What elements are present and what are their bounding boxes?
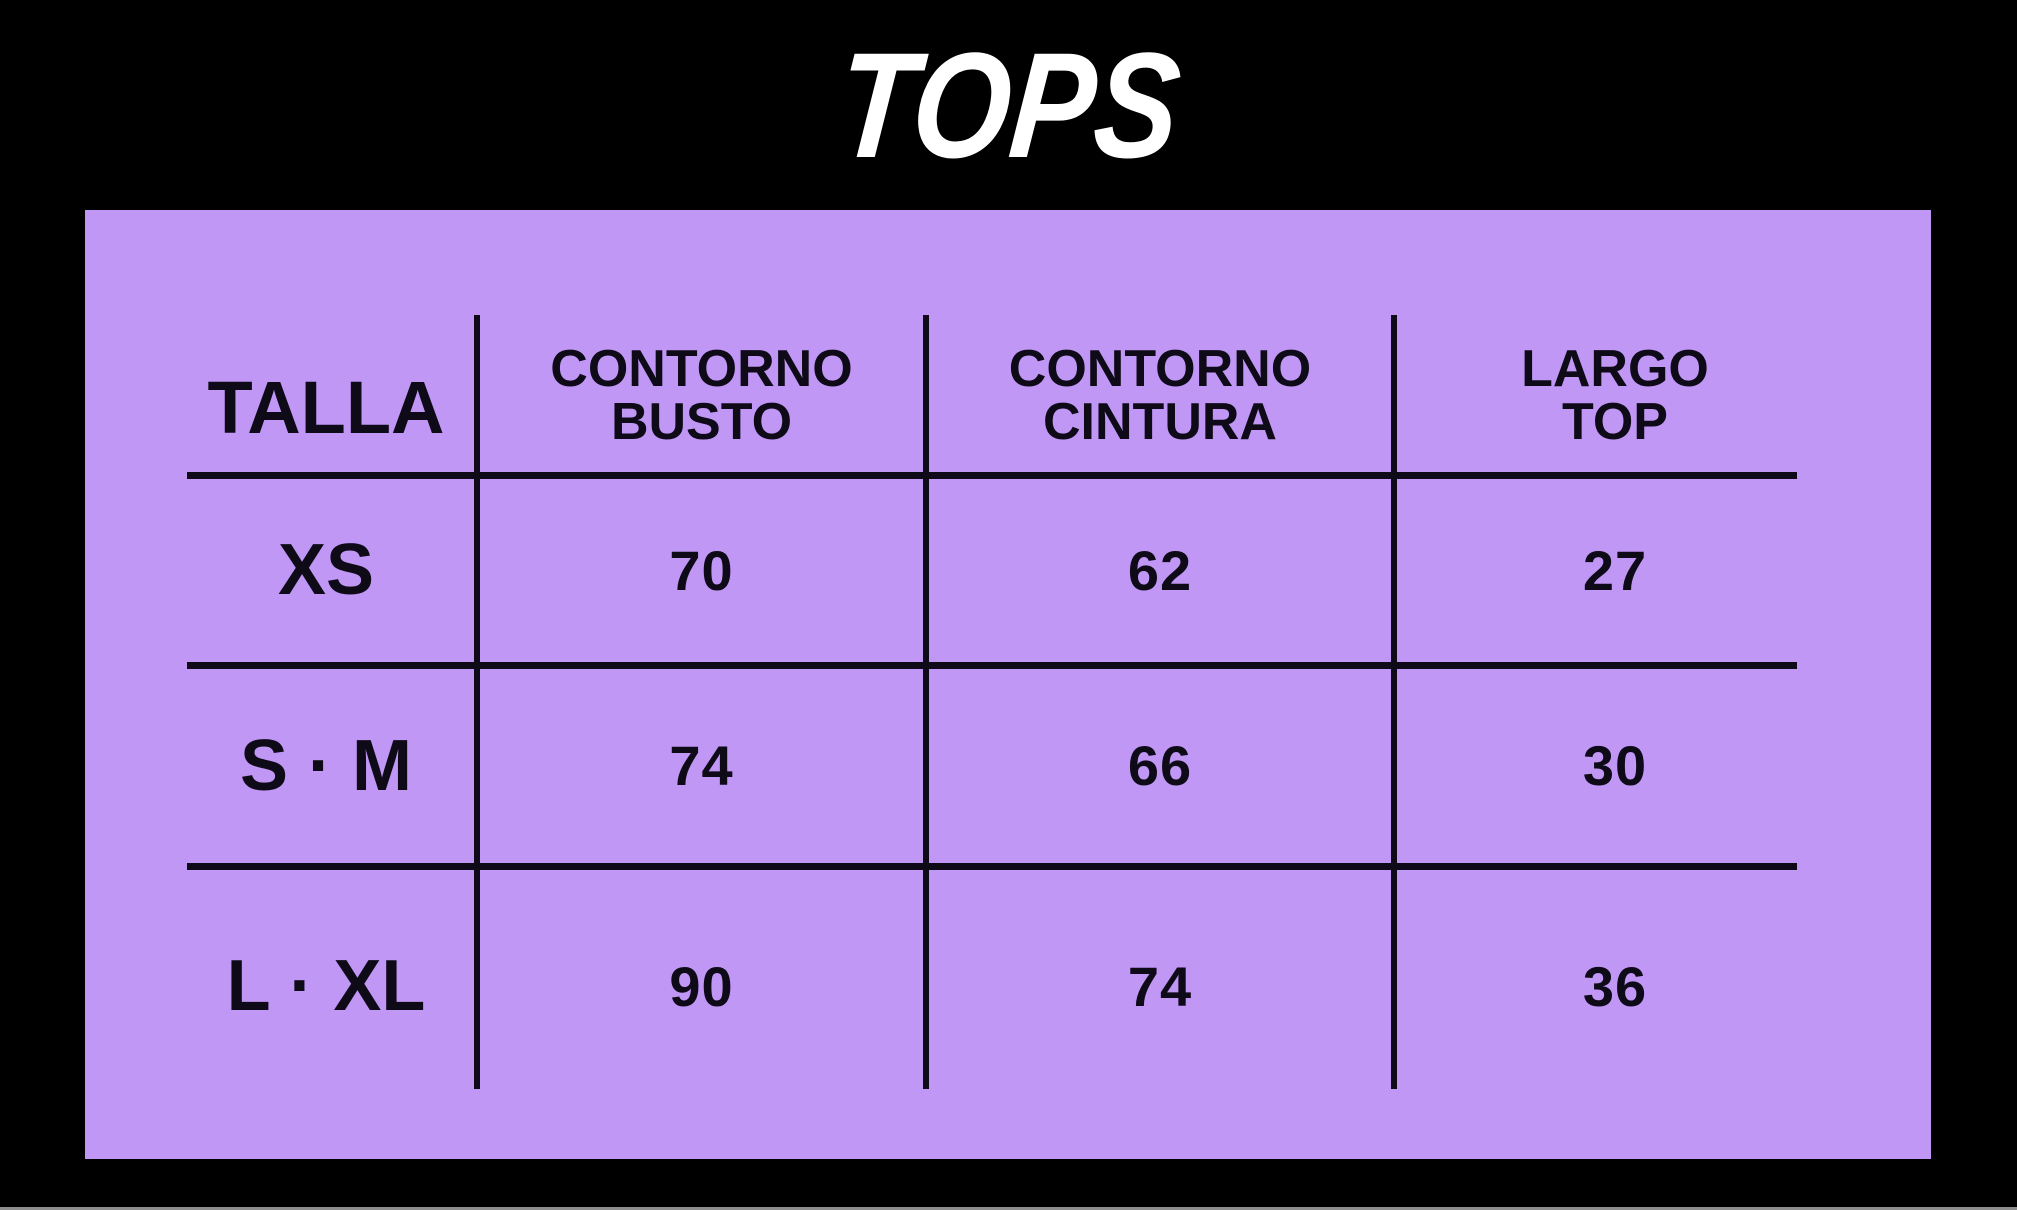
table-divider-vertical-2 xyxy=(923,315,929,1089)
column-header-label: CINTURA xyxy=(1043,392,1277,451)
table-divider-horizontal-3 xyxy=(187,863,1797,870)
column-header-contorno-cintura: CONTORNO CINTURA xyxy=(926,210,1394,475)
size-table-panel: TALLA CONTORNO BUSTO CONTORNO CINTURA LA… xyxy=(85,210,1931,1159)
size-cell-l-xl: L · XL xyxy=(226,946,426,1026)
busto-cell-l-xl: 90 xyxy=(669,954,734,1018)
table-divider-vertical-1 xyxy=(474,315,480,1089)
column-header-label: TOP xyxy=(1562,392,1668,451)
cintura-cell-l-xl: 74 xyxy=(1127,954,1193,1018)
cintura-cell-xs: 62 xyxy=(1127,538,1193,602)
page-title-text: TOPS xyxy=(830,21,1187,189)
column-header-contorno-busto: CONTORNO BUSTO xyxy=(477,210,926,475)
busto-cell-s-m: 74 xyxy=(669,734,734,797)
column-header-label: CONTORNO xyxy=(550,339,853,398)
column-header-talla: TALLA xyxy=(85,210,477,475)
largo-cell-l-xl: 36 xyxy=(1582,954,1648,1018)
busto-cell-xs: 70 xyxy=(669,538,734,602)
image-edge-artifact xyxy=(0,1207,2017,1210)
column-header-label: CONTORNO xyxy=(1008,339,1312,398)
table-divider-horizontal-1 xyxy=(187,472,1797,479)
page-title: TOPS xyxy=(0,21,2017,189)
largo-cell-xs: 27 xyxy=(1582,538,1648,602)
largo-cell-s-m: 30 xyxy=(1582,734,1648,797)
size-cell-s-m: S · M xyxy=(240,725,412,806)
table-divider-horizontal-2 xyxy=(187,662,1797,669)
table-divider-vertical-3 xyxy=(1391,315,1397,1089)
size-cell-xs: XS xyxy=(277,530,375,610)
column-header-largo-top: LARGO TOP xyxy=(1394,210,1931,475)
column-header-label: TALLA xyxy=(207,365,445,449)
column-header-label: BUSTO xyxy=(610,392,793,451)
size-table: TALLA CONTORNO BUSTO CONTORNO CINTURA LA… xyxy=(85,210,1931,1159)
cintura-cell-s-m: 66 xyxy=(1127,734,1193,797)
column-header-label: LARGO xyxy=(1521,339,1709,398)
